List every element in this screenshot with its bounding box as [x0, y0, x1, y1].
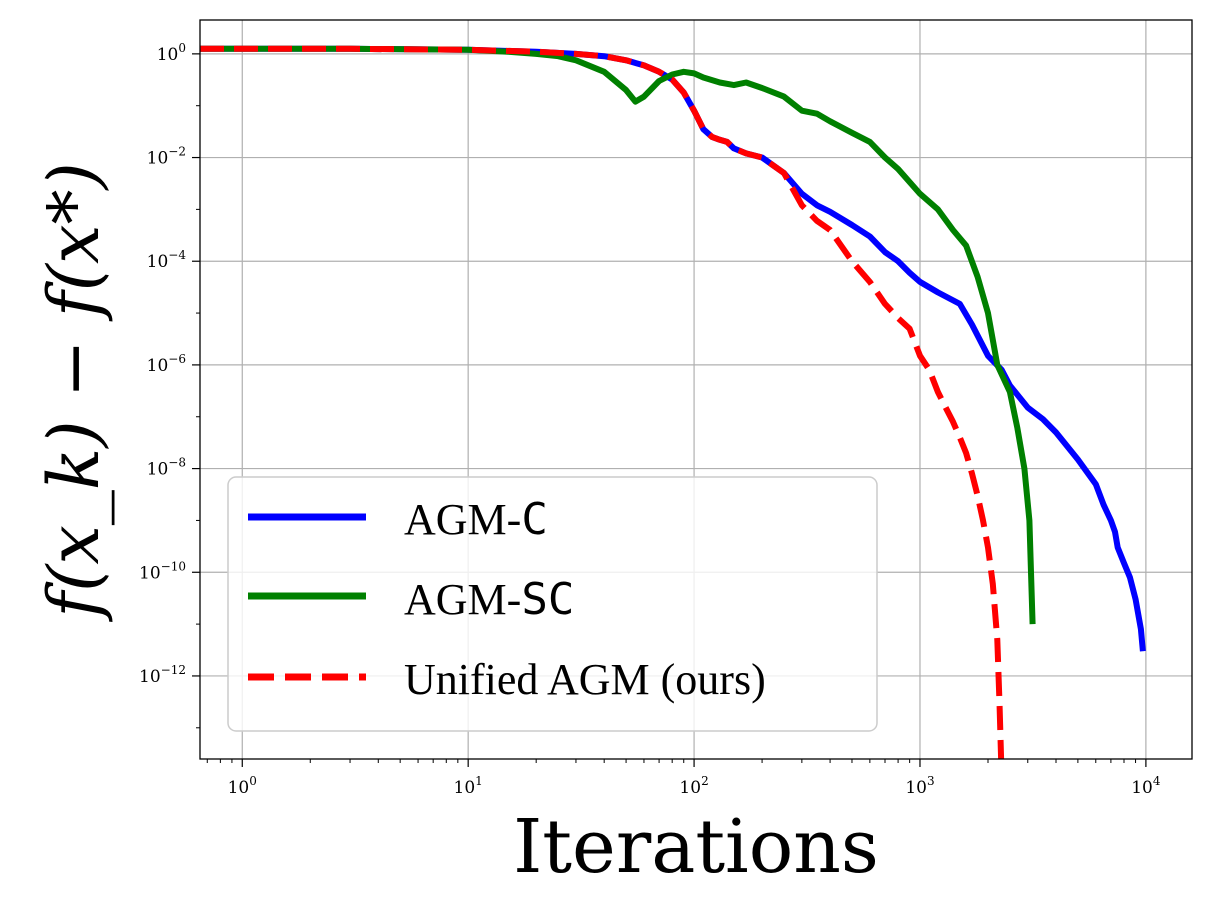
series-line-1 — [200, 45, 1036, 625]
tick-labels: 100 101 102 103 104 100 10−2 10−4 10−6 10−8 10−10 1… — [139, 41, 1161, 798]
plot-frame — [199, 19, 1193, 760]
series-line-2 — [200, 45, 1005, 759]
legend-label-agm-c: AGM-C — [404, 494, 548, 545]
x-axis-title: Iterations — [513, 804, 879, 890]
x-tick-label: 100 — [228, 774, 257, 798]
y-axis-title: f(x_k) − f(x*) — [33, 162, 115, 623]
y-tick-label: 10−6 — [147, 352, 186, 376]
legend: AGM-C AGM-SC Unified AGM (ours) — [227, 476, 878, 732]
y-tick-label: 10−12 — [139, 663, 186, 687]
ticks — [192, 53, 1147, 767]
x-tick-label: 104 — [1131, 774, 1161, 798]
legend-label-agm-sc: AGM-SC — [404, 574, 574, 625]
x-tick-label: 103 — [905, 774, 934, 798]
x-tick-label: 101 — [454, 774, 483, 798]
legend-box — [227, 476, 878, 732]
y-tick-label: 10−10 — [139, 559, 186, 583]
y-tick-label: 10−4 — [147, 248, 187, 272]
y-tick-label: 100 — [157, 41, 186, 65]
y-tick-label: 10−2 — [147, 145, 186, 169]
legend-label-unified-agm: Unified AGM (ours) — [404, 655, 766, 704]
x-tick-label: 102 — [679, 774, 708, 798]
series-layer — [200, 45, 1146, 759]
y-tick-label: 10−8 — [147, 456, 186, 480]
